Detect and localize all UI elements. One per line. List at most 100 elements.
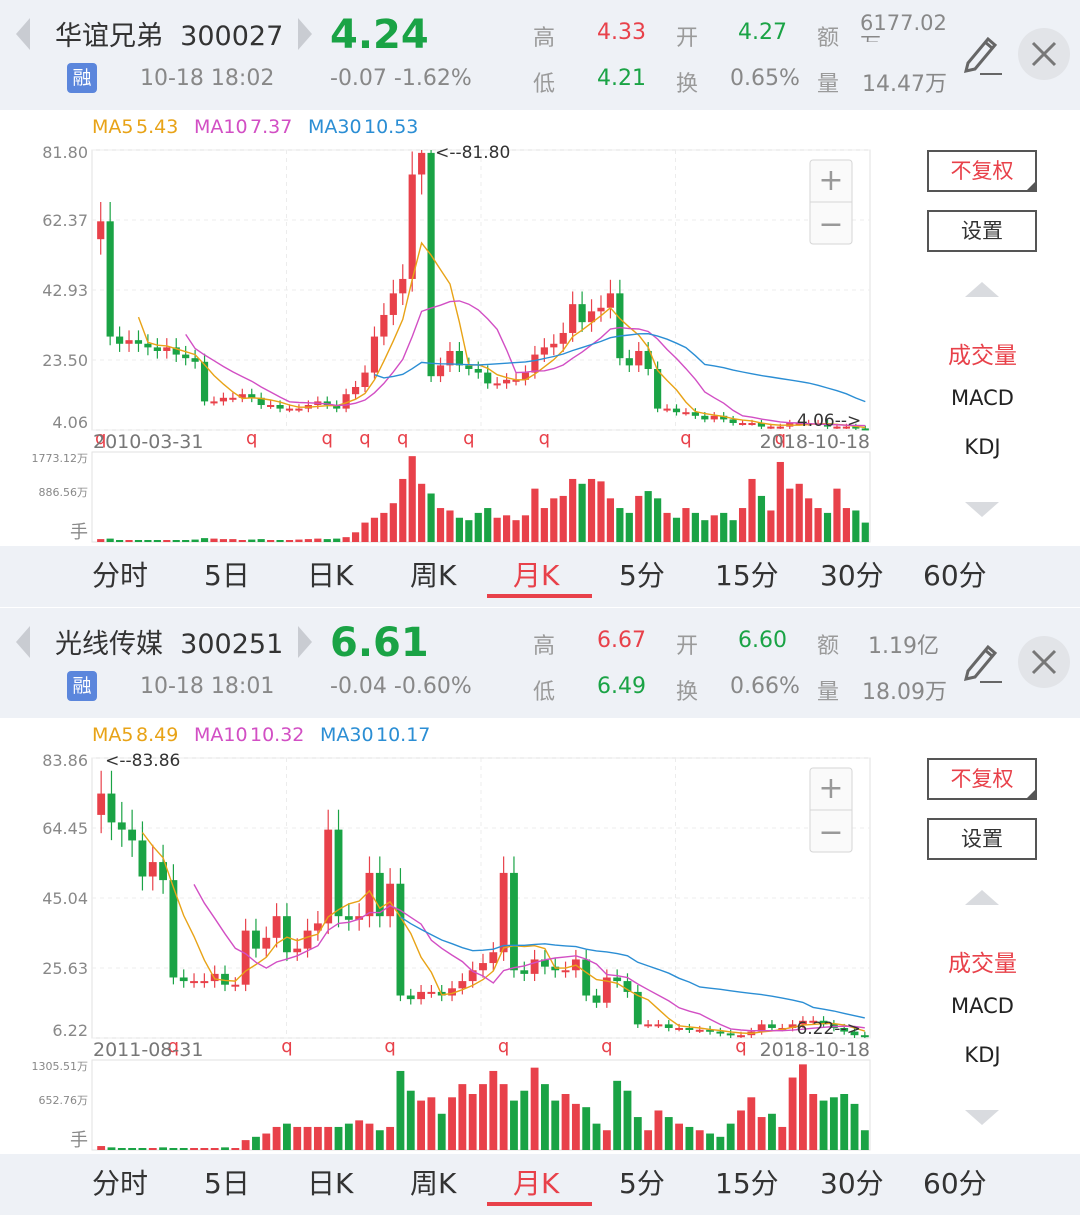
candle-body (125, 340, 133, 344)
tab-daily[interactable]: 日K (307, 1167, 354, 1200)
indicator-volume[interactable]: 成交量 (948, 343, 1017, 369)
candle-body (219, 397, 228, 402)
volume-bar (285, 540, 294, 542)
candle-body (446, 350, 454, 366)
volume-bar (569, 478, 577, 542)
candle-body (597, 307, 605, 312)
tab-30min[interactable]: 30分 (820, 559, 884, 592)
candle-body (182, 354, 190, 359)
indicator-macd[interactable]: MACD (951, 386, 1014, 410)
volume-bar (231, 1148, 240, 1150)
candle-body (540, 959, 549, 967)
volume-bar (361, 522, 369, 542)
candle-body (795, 423, 803, 426)
volume-bar (125, 540, 133, 542)
volume-bar (540, 1084, 549, 1150)
volume-bar (861, 522, 869, 542)
fuquan-button[interactable]: 不复权 (927, 758, 1037, 800)
volume-bar (418, 483, 426, 542)
tab-60min[interactable]: 60分 (923, 559, 987, 592)
candle-body (606, 293, 615, 308)
indicator-down-arrow-icon[interactable] (965, 1110, 999, 1125)
tab-30min[interactable]: 30分 (820, 1167, 884, 1200)
volume-bar (729, 520, 737, 542)
indicator-macd[interactable]: MACD (951, 994, 1014, 1018)
candle-body (396, 883, 405, 996)
y-tick-label: 81.80 (42, 143, 88, 162)
candle-body (333, 405, 341, 409)
candle-body (468, 970, 477, 982)
volume-bar (737, 1110, 745, 1150)
tab-intraday[interactable]: 分时 (92, 1167, 149, 1200)
volume-bar (238, 540, 246, 542)
volume-bar (664, 1117, 673, 1150)
tab-5min[interactable]: 5分 (619, 1167, 665, 1200)
tab-weekly[interactable]: 周K (410, 1167, 457, 1200)
volume-bar (748, 478, 756, 542)
indicator-up-arrow-icon[interactable] (965, 890, 999, 905)
tab-monthly[interactable]: 月K (513, 559, 560, 592)
pencil-edit-icon[interactable] (958, 30, 1004, 76)
candle-body (520, 970, 529, 974)
volume-bar (408, 456, 416, 542)
indicator-kdj[interactable]: KDJ (964, 435, 1001, 459)
volume-bar (272, 1126, 281, 1150)
candle-body (238, 394, 246, 398)
kline-chart[interactable]: 83.86 64.45 45.04 25.63 6.22 MA5 8.49 MA10 10.32… (0, 718, 900, 1154)
pencil-edit-icon[interactable] (958, 638, 1004, 684)
adjust-q-marker: q (539, 428, 550, 449)
tab-weekly[interactable]: 周K (410, 559, 457, 592)
next-stock-arrow-icon[interactable] (298, 18, 312, 50)
settings-button[interactable]: 设置 (927, 818, 1037, 860)
close-button[interactable] (1018, 28, 1070, 80)
volume-bar (819, 1100, 828, 1150)
tab-15min[interactable]: 15分 (715, 559, 779, 592)
high-label: 高 (533, 634, 556, 659)
tab-daily[interactable]: 日K (307, 559, 354, 592)
indicator-volume[interactable]: 成交量 (948, 951, 1017, 977)
candle-body (623, 981, 632, 992)
candle-body (675, 1027, 684, 1030)
volume-bar (716, 1136, 725, 1150)
candle-body (768, 1024, 776, 1028)
volume-bar (282, 1123, 291, 1150)
indicator-kdj[interactable]: KDJ (964, 1043, 1001, 1067)
volume-bar (116, 540, 124, 542)
volume-bar (144, 540, 152, 542)
candle-body (479, 963, 487, 971)
candle-body (375, 872, 384, 917)
volume-tick-label: 1773.12万 (32, 452, 89, 465)
volume-bar (675, 1123, 684, 1150)
volume-bar (333, 538, 341, 542)
kline-chart[interactable]: 81.80 62.37 42.93 23.50 4.06 MA5 5.43 MA10 7.37 M… (0, 110, 900, 546)
candle-body (776, 426, 784, 429)
candle-body (710, 415, 718, 420)
settings-button[interactable]: 设置 (927, 210, 1037, 252)
ma-legend-value: 10.17 (376, 724, 430, 746)
indicator-up-arrow-icon[interactable] (965, 282, 999, 297)
prev-stock-arrow-icon[interactable] (16, 18, 30, 50)
indicator-down-arrow-icon[interactable] (965, 502, 999, 517)
candle-body (860, 1035, 869, 1038)
volume-bar (850, 1103, 859, 1150)
open-value: 6.60 (738, 628, 787, 653)
tab-intraday[interactable]: 分时 (92, 559, 149, 592)
candle-body (285, 408, 294, 411)
tab-15min[interactable]: 15分 (715, 1167, 779, 1200)
volume-tick-label: 652.76万 (39, 1094, 89, 1107)
candle-body (344, 916, 353, 920)
tab-5day[interactable]: 5日 (204, 1167, 250, 1200)
tab-5min[interactable]: 5分 (619, 559, 665, 592)
volume-bar (221, 1147, 229, 1150)
y-tick-label: 83.86 (42, 751, 88, 770)
tab-60min[interactable]: 60分 (923, 1167, 987, 1200)
fuquan-button[interactable]: 不复权 (927, 150, 1037, 192)
candle-body (489, 952, 498, 964)
close-button[interactable] (1018, 636, 1070, 688)
prev-stock-arrow-icon[interactable] (16, 626, 30, 658)
next-stock-arrow-icon[interactable] (298, 626, 312, 658)
volume-bar (757, 495, 766, 542)
candle-body (436, 365, 445, 377)
tab-5day[interactable]: 5日 (204, 559, 250, 592)
tab-monthly[interactable]: 月K (513, 1167, 560, 1200)
